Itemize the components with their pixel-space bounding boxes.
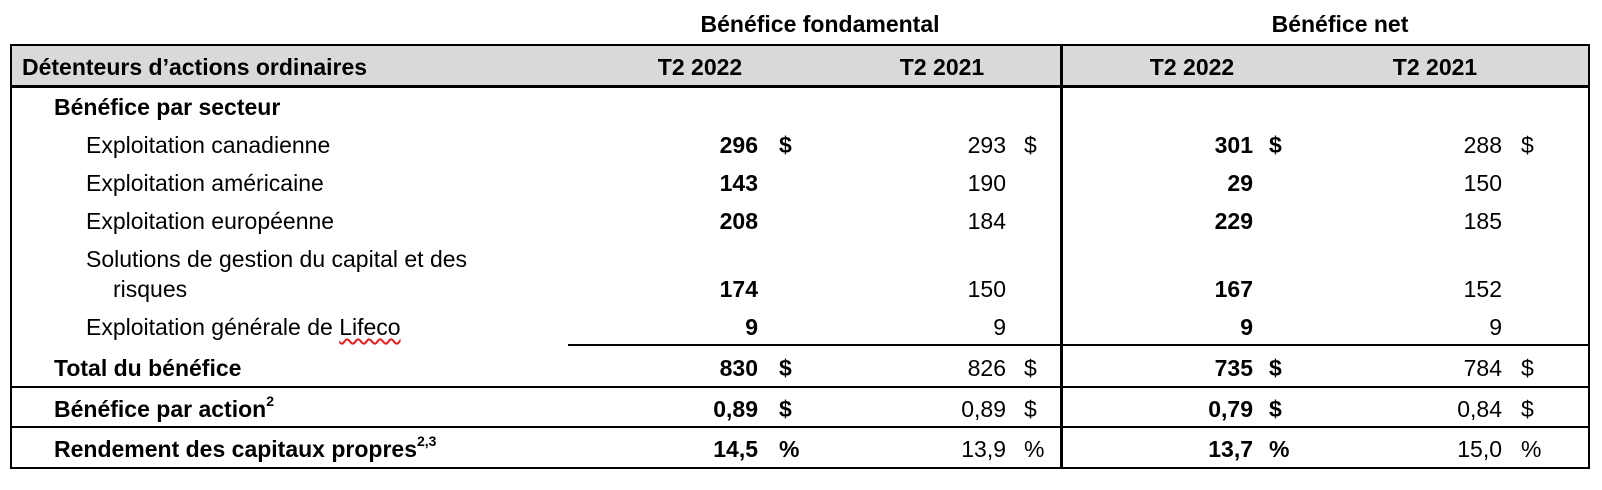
unit-symbol: $ <box>1521 396 1534 422</box>
cell-net-2021: 185 <box>1463 208 1502 234</box>
unit-symbol: $ <box>1024 132 1037 158</box>
unit-symbol: $ <box>1269 355 1282 381</box>
unit-symbol: $ <box>779 355 792 381</box>
cell-core-2021: 9 <box>993 314 1006 340</box>
row-label: Exploitation canadienne <box>86 132 331 158</box>
cell-core-2022: 143 <box>719 170 758 196</box>
roe-net-2022: 13,7 <box>1208 436 1253 462</box>
cell-core-2022: 208 <box>719 208 758 234</box>
cell-core-2022: 9 <box>745 314 758 340</box>
subtotal-rule <box>568 344 1590 346</box>
roe-core-2022: 14,5 <box>713 436 758 462</box>
unit-symbol: $ <box>1521 355 1534 381</box>
row-label: Exploitation américaine <box>86 170 324 196</box>
cell-net-2021: 150 <box>1463 170 1502 196</box>
total-core-2022: 830 <box>719 355 758 381</box>
unit-symbol: $ <box>779 396 792 422</box>
cell-net-2021: 152 <box>1463 276 1502 302</box>
unit-symbol: $ <box>779 132 792 158</box>
cell-net-2022: 9 <box>1240 314 1253 340</box>
column-header-net-2022: T2 2022 <box>1149 54 1235 80</box>
eps-label-text: Bénéfice par action <box>54 396 267 422</box>
eps-label: Bénéfice par action2 <box>54 393 274 423</box>
eps-core-2021: 0,89 <box>961 396 1006 422</box>
total-core-2021: 826 <box>967 355 1006 381</box>
total-net-2021: 784 <box>1463 355 1502 381</box>
row-label-line2: risques <box>113 276 188 302</box>
roe-label: Rendement des capitaux propres2,3 <box>54 433 437 463</box>
table-header-row <box>10 44 1590 88</box>
core-earnings-group-header: Bénéfice fondamental <box>700 11 940 37</box>
cell-net-2022: 229 <box>1214 208 1253 234</box>
unit-symbol: % <box>1521 436 1542 462</box>
roe-core-2021: 13,9 <box>961 436 1006 462</box>
cell-core-2021: 150 <box>967 276 1006 302</box>
unit-symbol: $ <box>1269 132 1282 158</box>
unit-symbol: $ <box>1521 132 1534 158</box>
cell-core-2022: 296 <box>719 132 758 158</box>
row-label: Exploitation générale de Lifeco <box>86 313 401 341</box>
eps-core-2022: 0,89 <box>713 396 758 422</box>
eps-net-2021: 0,84 <box>1457 396 1502 422</box>
eps-net-2022: 0,79 <box>1208 396 1253 422</box>
row-rule <box>10 386 1590 388</box>
unit-symbol: % <box>1269 436 1290 462</box>
unit-symbol: $ <box>1024 396 1037 422</box>
footnote-ref: 2,3 <box>417 433 437 450</box>
row-label-prefix: Exploitation générale de <box>86 314 340 340</box>
total-net-2022: 735 <box>1214 355 1253 381</box>
column-header-label: Détenteurs d’actions ordinaires <box>22 54 368 80</box>
cell-core-2021: 293 <box>967 132 1006 158</box>
cell-net-2021: 288 <box>1463 132 1502 158</box>
unit-symbol: $ <box>1269 396 1282 422</box>
total-label: Total du bénéfice <box>54 355 242 381</box>
unit-symbol: % <box>1024 436 1045 462</box>
spellcheck-word: Lifeco <box>339 314 401 340</box>
row-label-line1: Solutions de gestion du capital et des <box>86 246 468 272</box>
cell-core-2022: 174 <box>719 276 758 302</box>
row-label: Exploitation européenne <box>86 208 335 234</box>
section-title: Bénéfice par secteur <box>54 94 281 120</box>
cell-net-2021: 9 <box>1489 314 1502 340</box>
group-divider <box>1060 44 1063 469</box>
cell-net-2022: 29 <box>1227 170 1253 196</box>
column-header-core-2022: T2 2022 <box>657 54 743 80</box>
footnote-ref: 2 <box>266 393 274 410</box>
roe-label-text: Rendement des capitaux propres <box>54 436 417 462</box>
cell-net-2022: 167 <box>1214 276 1253 302</box>
cell-core-2021: 184 <box>967 208 1006 234</box>
cell-net-2022: 301 <box>1214 132 1253 158</box>
roe-net-2021: 15,0 <box>1457 436 1502 462</box>
unit-symbol: % <box>779 436 800 462</box>
column-header-net-2021: T2 2021 <box>1392 54 1478 80</box>
column-header-core-2021: T2 2021 <box>899 54 985 80</box>
cell-core-2021: 190 <box>967 170 1006 196</box>
unit-symbol: $ <box>1024 355 1037 381</box>
net-earnings-group-header: Bénéfice net <box>1271 11 1409 37</box>
row-rule <box>10 426 1590 428</box>
